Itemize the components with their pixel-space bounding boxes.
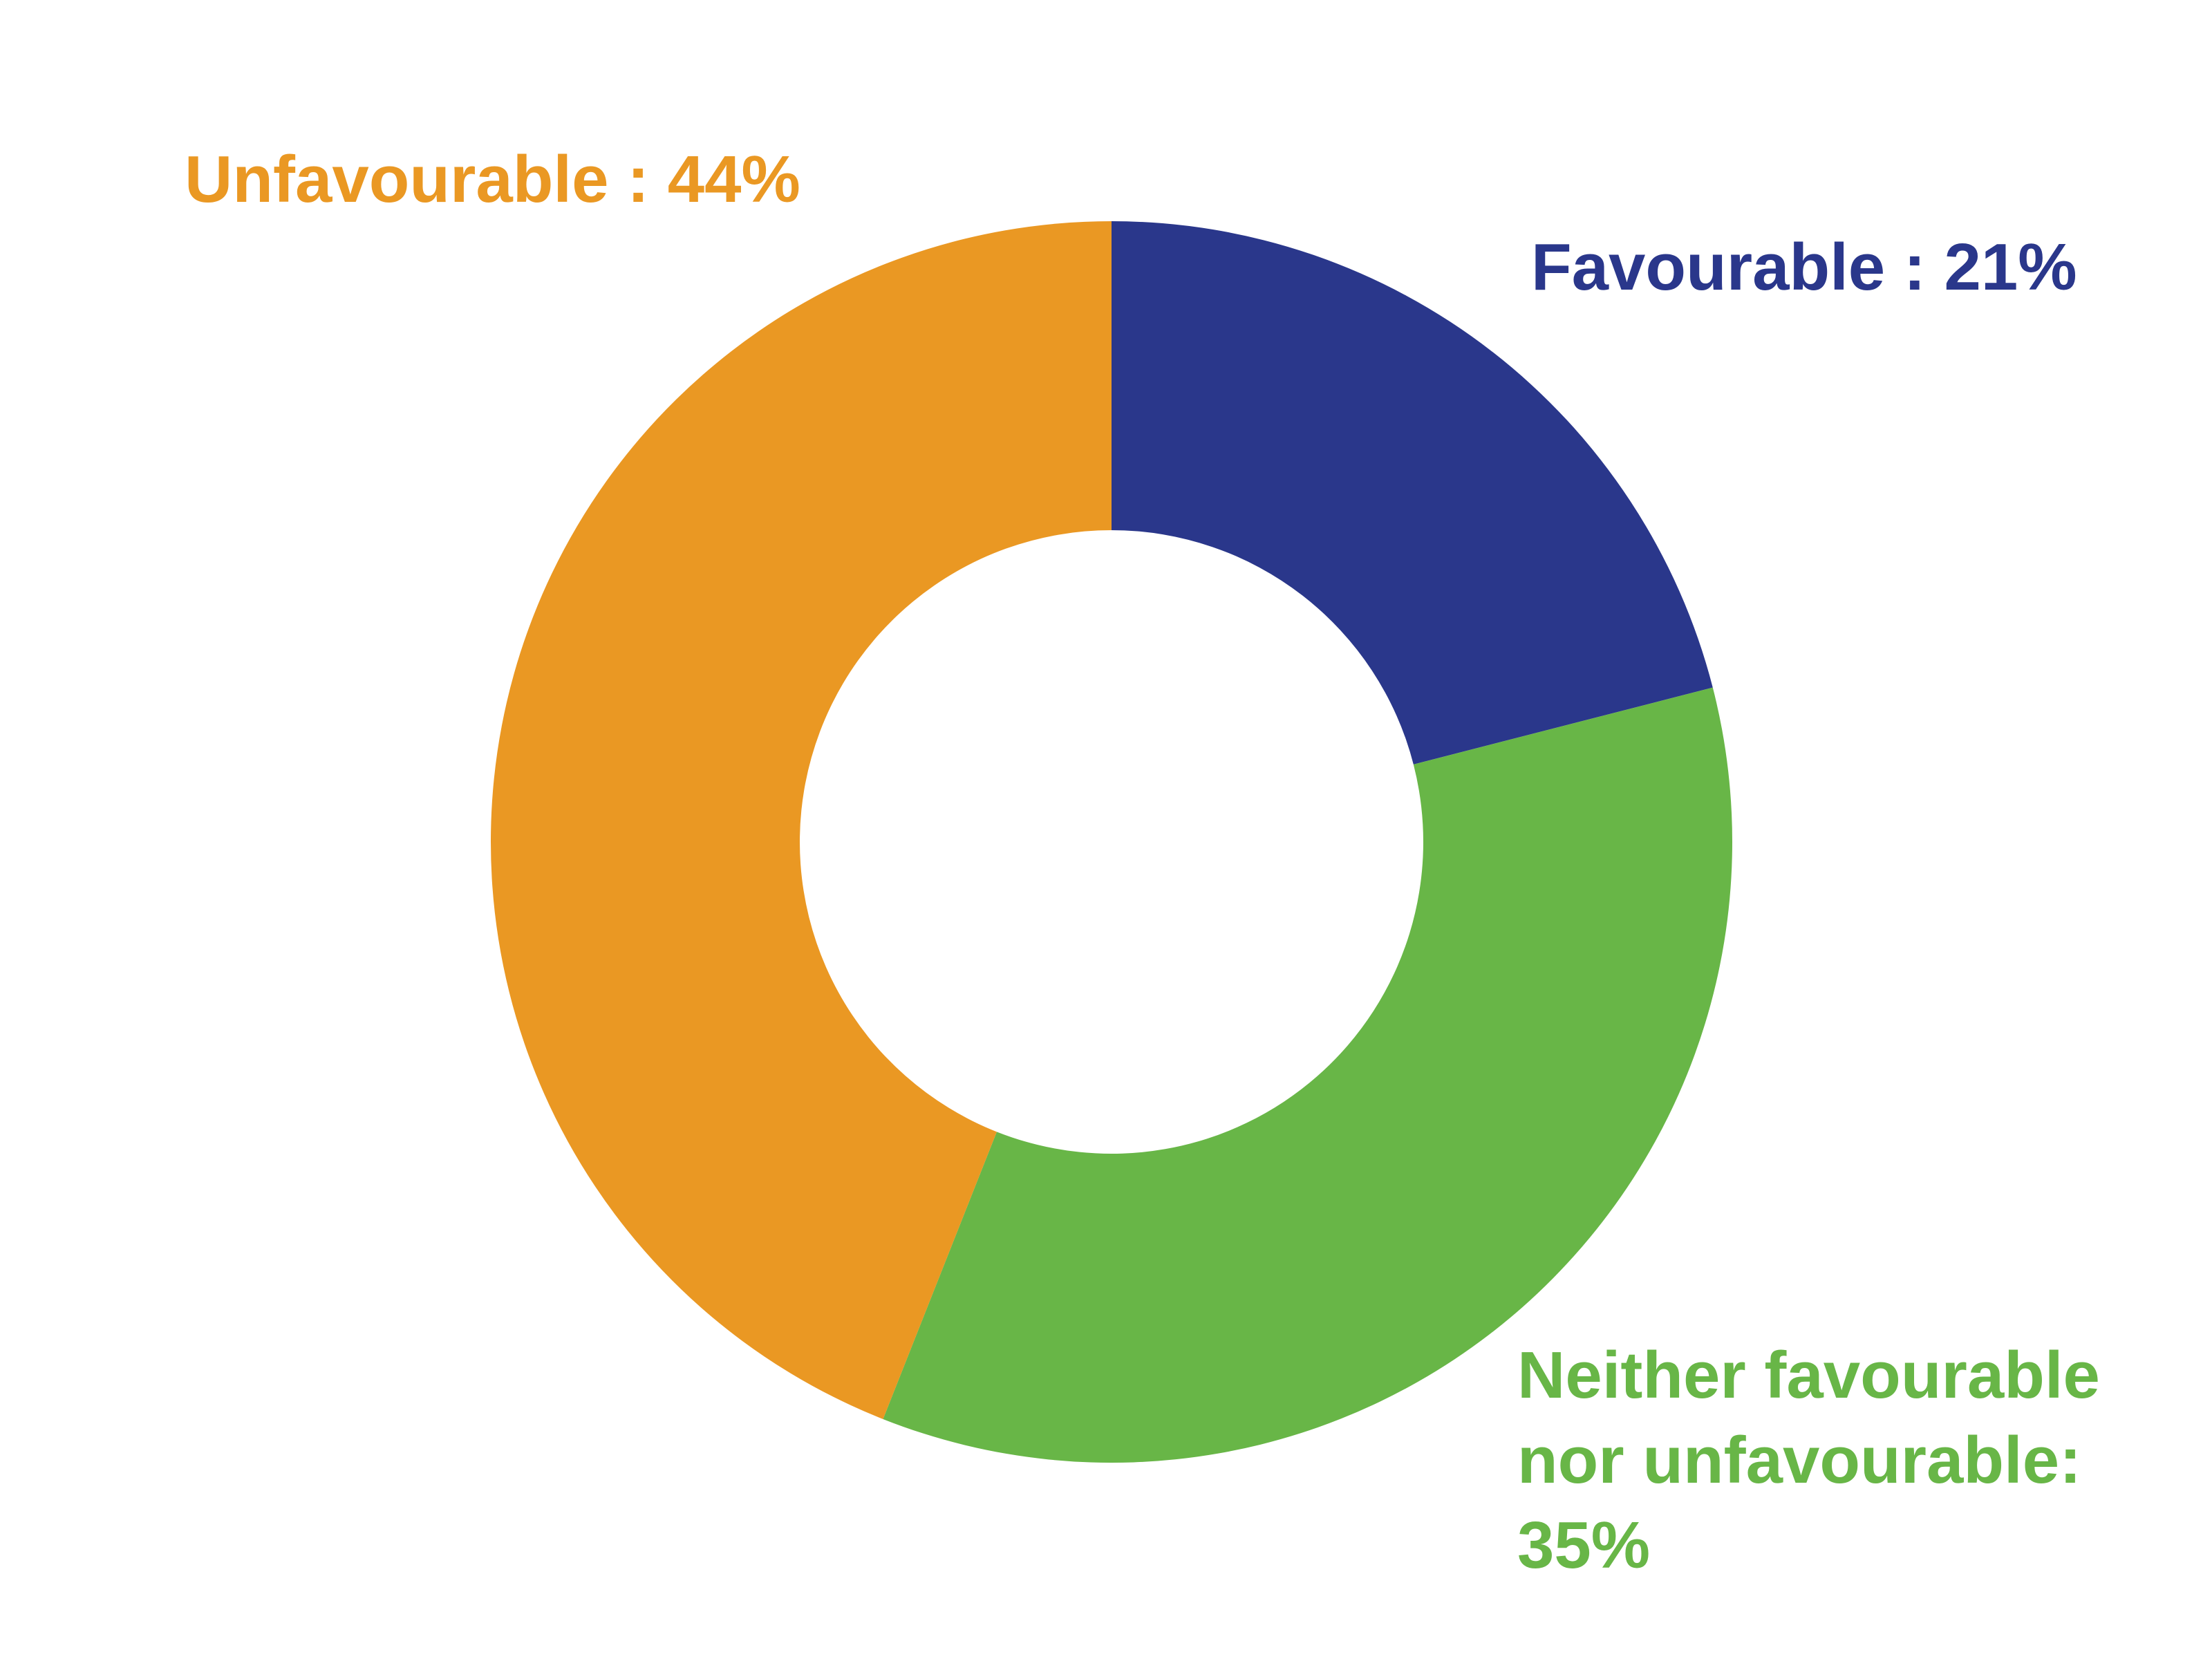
donut-slice xyxy=(883,687,1732,1463)
slice-label: Favourable : 21% xyxy=(1531,230,2077,304)
donut-slice xyxy=(1112,221,1713,765)
slice-label: Neither favourable nor unfavourable: 35% xyxy=(1517,1338,2100,1582)
donut-slice xyxy=(490,221,1112,1419)
slice-label: Unfavourable : 44% xyxy=(185,142,800,216)
